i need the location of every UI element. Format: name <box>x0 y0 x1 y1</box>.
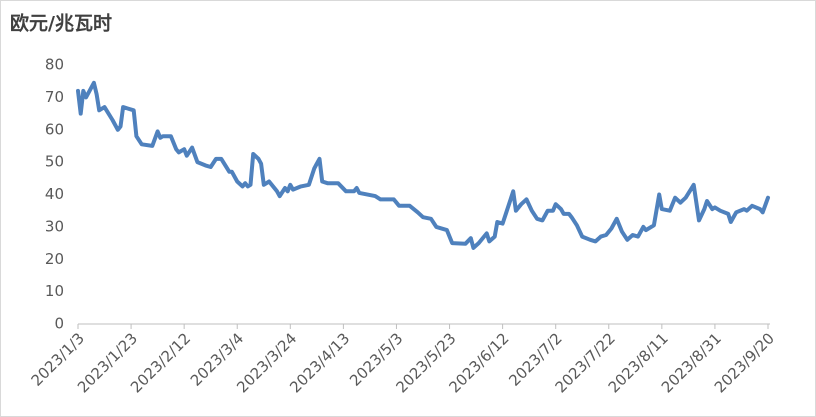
y-tick-label: 30 <box>45 217 64 235</box>
y-tick-label: 50 <box>45 153 64 171</box>
y-tick-label: 80 <box>45 56 64 74</box>
y-tick-label: 70 <box>45 88 64 106</box>
y-tick-label: 10 <box>45 282 64 300</box>
y-tick-label: 20 <box>45 250 64 268</box>
y-tick-label: 40 <box>45 185 64 203</box>
y-tick-label: 0 <box>54 315 64 333</box>
y-tick-label: 60 <box>45 120 64 138</box>
y-axis-label: 欧元/兆瓦时 <box>10 12 112 35</box>
data-line <box>76 80 770 250</box>
